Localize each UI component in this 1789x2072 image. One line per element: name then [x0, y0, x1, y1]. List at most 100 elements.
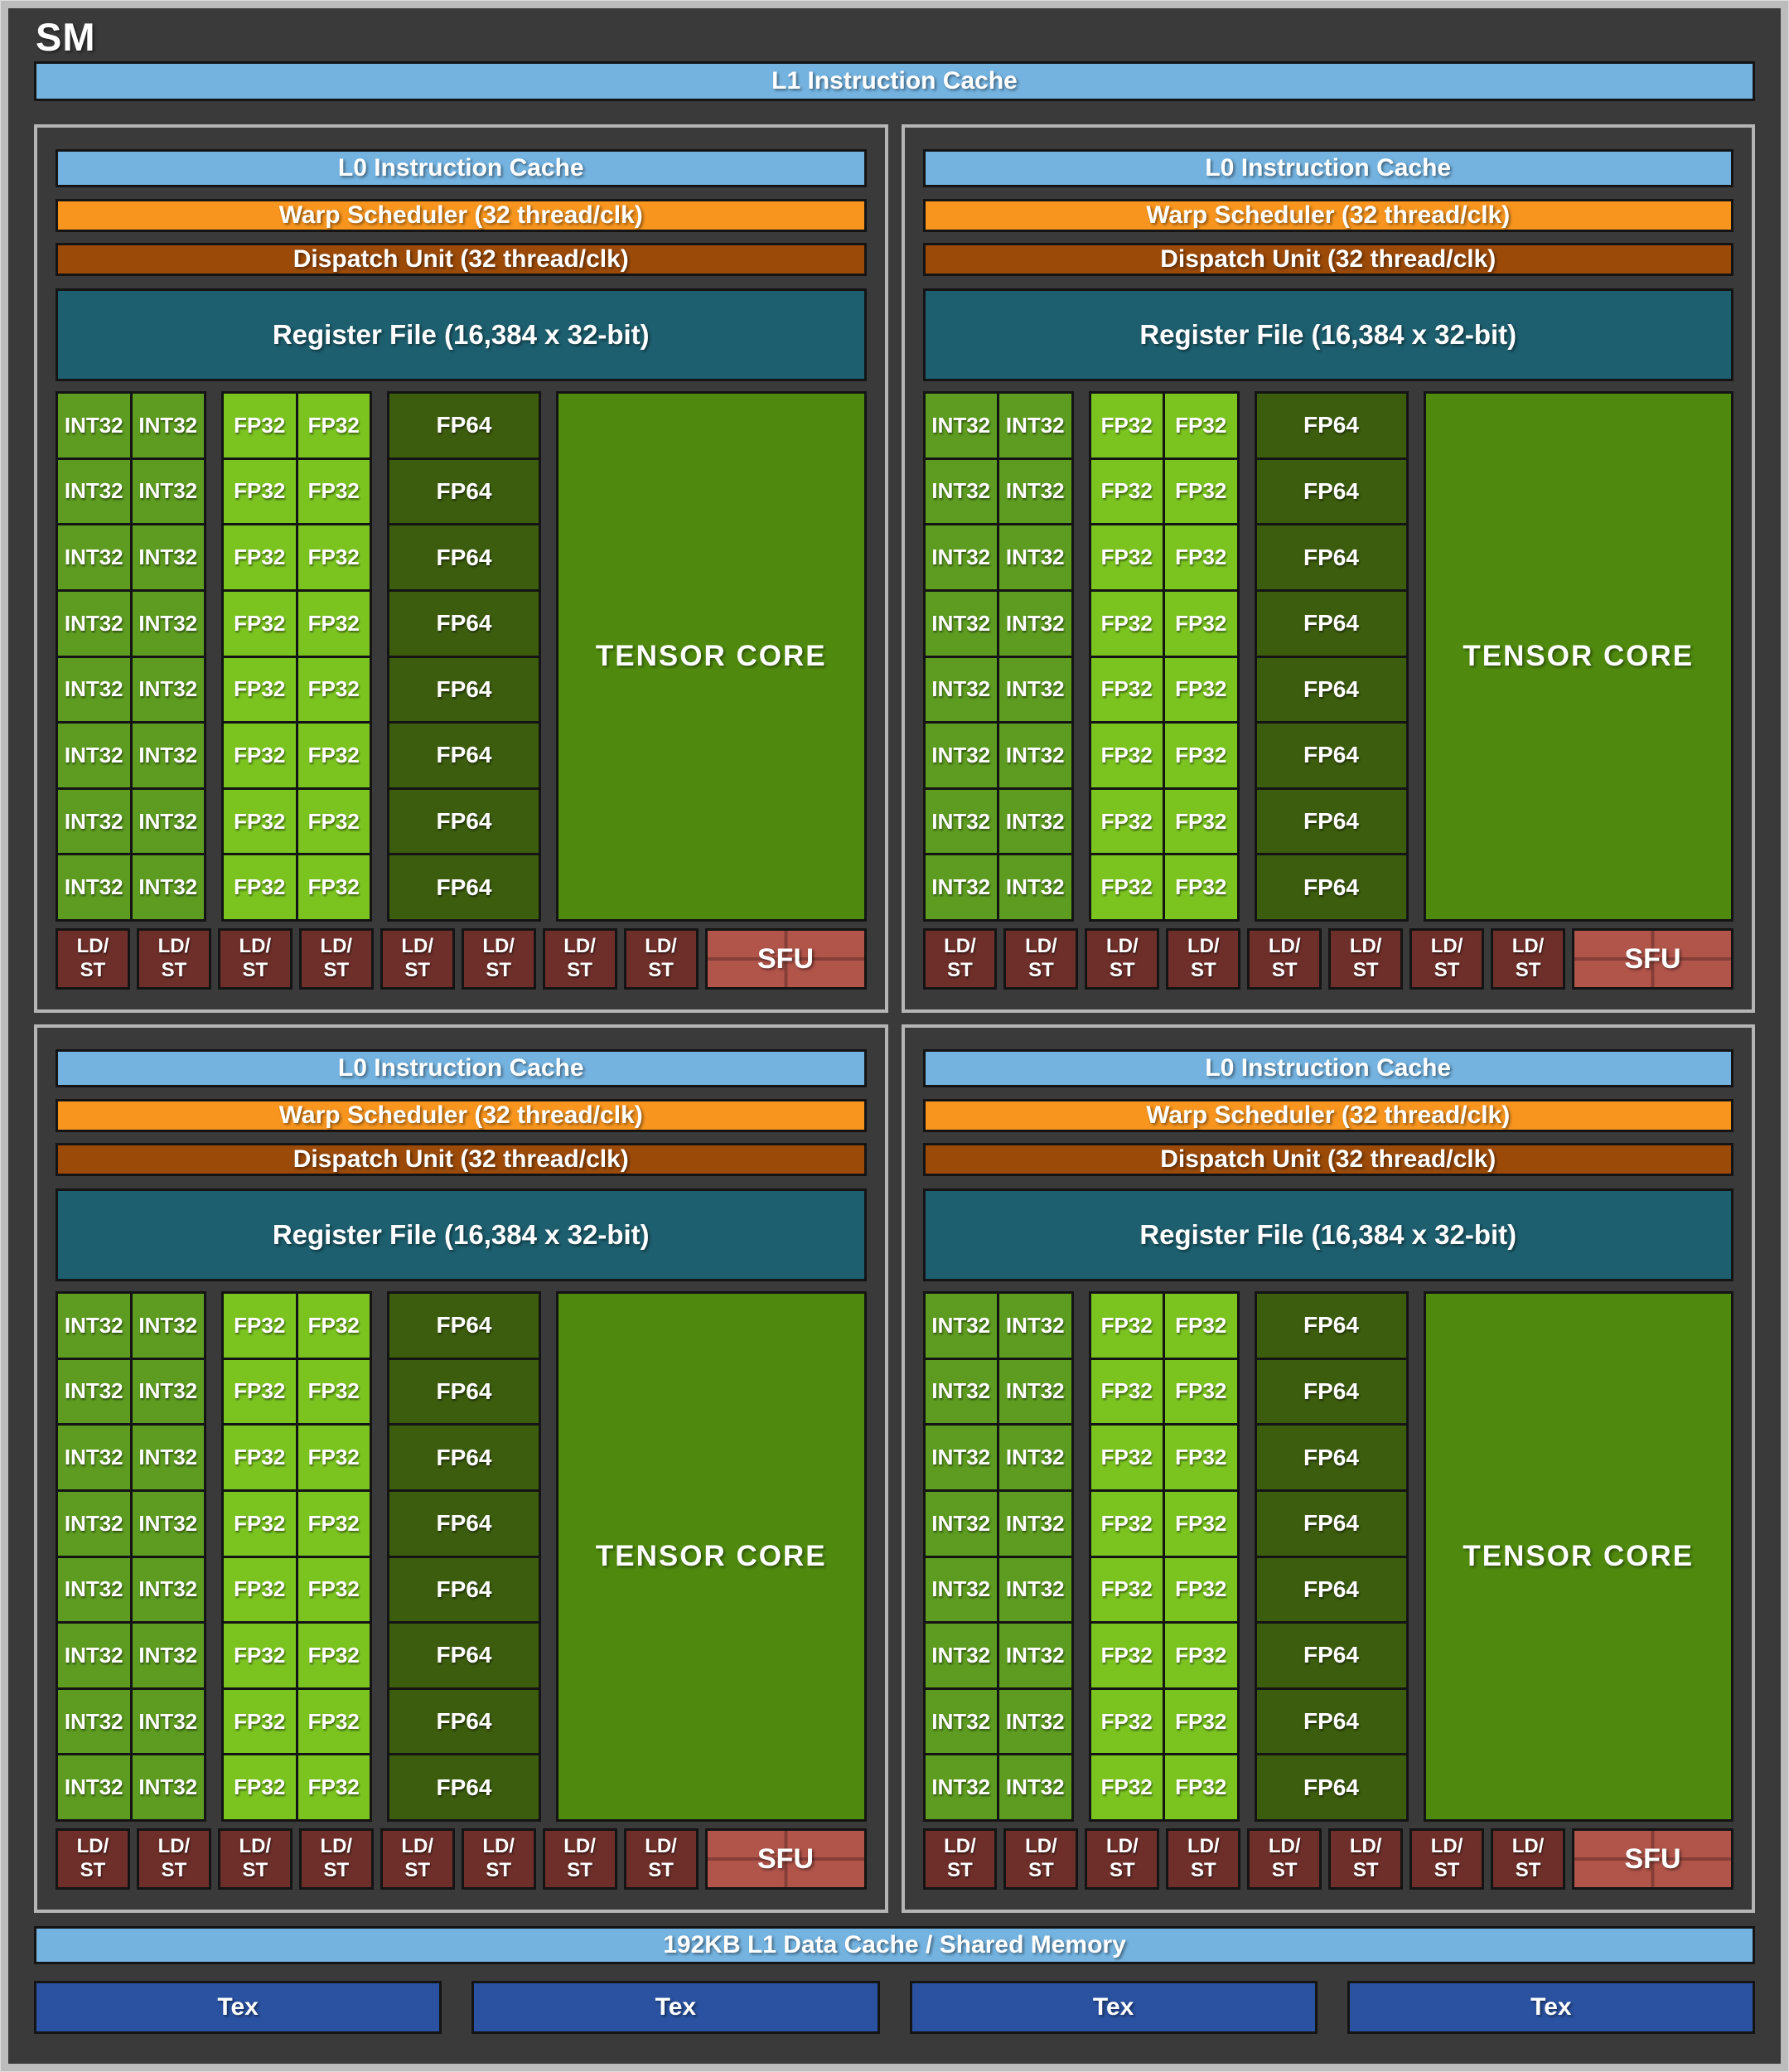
int32-core: INT32 [925, 591, 997, 656]
register-file-label: Register File (16,384 x 32-bit) [272, 1219, 650, 1250]
tensor-core: TENSOR CORE [556, 391, 867, 922]
int32-core: INT32 [132, 855, 204, 919]
ldst-unit-line2: ST [161, 1859, 187, 1881]
int32-core: INT32 [999, 1491, 1071, 1556]
sm-title: SM [36, 15, 96, 59]
fp32-core: FP32 [297, 1426, 370, 1489]
fp32-core-row: FP32 FP32 [1090, 591, 1237, 656]
ldst-units: LD/ ST LD/ ST LD/ ST LD/ ST LD/ ST [922, 928, 1565, 990]
dispatch-unit-label: Dispatch Unit (32 thread/clk) [1160, 245, 1496, 273]
int32-core: INT32 [132, 1294, 204, 1358]
sm-partition: L0 Instruction Cache Warp Scheduler (32 … [901, 1024, 1755, 1913]
fp32-core-row: FP32 FP32 [224, 1689, 370, 1754]
int32-core-row: INT32 INT32 [925, 1359, 1071, 1424]
ldst-unit-line1: LD/ [1430, 935, 1463, 958]
tensor-core: TENSOR CORE [1423, 1291, 1733, 1822]
l1-instruction-cache-label: L1 Instruction Cache [771, 67, 1018, 94]
fp64-core-row: FP64 [1256, 591, 1406, 656]
fp64-core: FP64 [389, 1689, 539, 1754]
fp64-core: FP64 [389, 1359, 539, 1424]
int32-core: INT32 [132, 1557, 204, 1622]
int32-core: INT32 [999, 394, 1071, 457]
int32-core-row: INT32 INT32 [925, 1426, 1071, 1489]
fp32-core: FP32 [1090, 789, 1163, 854]
int32-core: INT32 [58, 459, 130, 524]
fp32-core: FP32 [1165, 855, 1237, 919]
fp64-core-row: FP64 [389, 1755, 539, 1819]
ldst-unit: LD/ ST [623, 928, 699, 990]
fp32-core-row: FP32 FP32 [224, 1426, 370, 1489]
int32-core-row: INT32 INT32 [925, 1755, 1071, 1819]
ldst-unit-line2: ST [1271, 1859, 1298, 1881]
fp64-core-row: FP64 [1256, 394, 1406, 457]
int32-core: INT32 [58, 1624, 130, 1687]
fp32-core: FP32 [297, 525, 370, 589]
fp64-core: FP64 [1256, 591, 1406, 656]
fp32-core: FP32 [1165, 1426, 1237, 1489]
fp64-core-row: FP64 [389, 1359, 539, 1424]
register-file-label: Register File (16,384 x 32-bit) [1139, 319, 1517, 350]
int32-core: INT32 [132, 591, 204, 656]
int32-core-row: INT32 INT32 [58, 1755, 204, 1819]
int32-core-row: INT32 INT32 [925, 855, 1071, 919]
tensor-core-label: TENSOR CORE [595, 1540, 827, 1572]
fp64-core-row: FP64 [1256, 1491, 1406, 1556]
fp32-core: FP32 [1090, 1557, 1163, 1622]
int32-core-column: INT32 INT32 INT32 INT32 INT32 INT32 INT3… [56, 1291, 206, 1822]
fp64-core-row: FP64 [1256, 525, 1406, 589]
int32-core-row: INT32 INT32 [925, 394, 1071, 457]
int32-core-row: INT32 INT32 [925, 591, 1071, 656]
ldst-unit: LD/ ST [56, 928, 130, 990]
fp32-core: FP32 [1165, 724, 1237, 787]
core-grid: INT32 INT32 INT32 INT32 INT32 INT32 INT3… [56, 1291, 867, 1822]
fp32-core-row: FP32 FP32 [1090, 724, 1237, 787]
fp32-core: FP32 [1090, 1359, 1163, 1424]
dispatch-unit-label: Dispatch Unit (32 thread/clk) [293, 1145, 629, 1173]
ldst-unit-line2: ST [242, 1859, 268, 1881]
int32-core: INT32 [58, 394, 130, 457]
int32-core-column: INT32 INT32 INT32 INT32 INT32 INT32 INT3… [922, 391, 1074, 922]
fp32-core-row: FP32 FP32 [1090, 394, 1237, 457]
ldst-unit-line2: ST [323, 959, 350, 981]
ldst-unit-line2: ST [1515, 959, 1541, 981]
ldst-unit-line2: ST [1434, 1859, 1460, 1881]
int32-core: INT32 [925, 394, 997, 457]
fp64-core: FP64 [1256, 459, 1406, 524]
warp-scheduler-bar: Warp Scheduler (32 thread/clk) [922, 1099, 1733, 1132]
ldst-unit: LD/ ST [1247, 928, 1322, 990]
fp32-core: FP32 [1090, 855, 1163, 919]
int32-core-row: INT32 INT32 [58, 394, 204, 457]
int32-core-row: INT32 INT32 [58, 855, 204, 919]
fp32-core: FP32 [224, 1689, 296, 1754]
fp64-core: FP64 [1256, 394, 1406, 457]
int32-core: INT32 [132, 724, 204, 787]
register-file-bar: Register File (16,384 x 32-bit) [56, 1188, 867, 1281]
fp32-core: FP32 [224, 1426, 296, 1489]
fp32-core: FP32 [1090, 591, 1163, 656]
fp32-core-row: FP32 FP32 [224, 394, 370, 457]
warp-scheduler-bar: Warp Scheduler (32 thread/clk) [56, 1099, 867, 1132]
fp32-core: FP32 [297, 459, 370, 524]
int32-core-row: INT32 INT32 [58, 1491, 204, 1556]
fp32-core: FP32 [297, 724, 370, 787]
ldst-unit-line1: LD/ [157, 935, 191, 958]
int32-core-row: INT32 INT32 [58, 1359, 204, 1424]
fp32-core: FP32 [1165, 1359, 1237, 1424]
fp32-core-row: FP32 FP32 [1090, 855, 1237, 919]
warp-scheduler-label: Warp Scheduler (32 thread/clk) [1146, 1101, 1511, 1129]
ldst-unit: LD/ ST [922, 928, 998, 990]
fp32-core: FP32 [224, 657, 296, 722]
core-grid: INT32 INT32 INT32 INT32 INT32 INT32 INT3… [56, 391, 867, 922]
int32-core-row: INT32 INT32 [925, 1491, 1071, 1556]
ldst-unit-line2: ST [947, 959, 973, 981]
ldst-unit: LD/ ST [1491, 1828, 1565, 1890]
fp32-core: FP32 [1165, 591, 1237, 656]
int32-core-row: INT32 INT32 [58, 1624, 204, 1687]
l1-data-cache-label: 192KB L1 Data Cache / Shared Memory [663, 1931, 1126, 1958]
fp32-core-row: FP32 FP32 [224, 855, 370, 919]
fp32-core: FP32 [1165, 394, 1237, 457]
l0-instruction-cache-bar: L0 Instruction Cache [922, 149, 1733, 187]
ldst-unit-line1: LD/ [239, 1835, 272, 1858]
int32-core: INT32 [925, 525, 997, 589]
int32-core-row: INT32 INT32 [58, 789, 204, 854]
